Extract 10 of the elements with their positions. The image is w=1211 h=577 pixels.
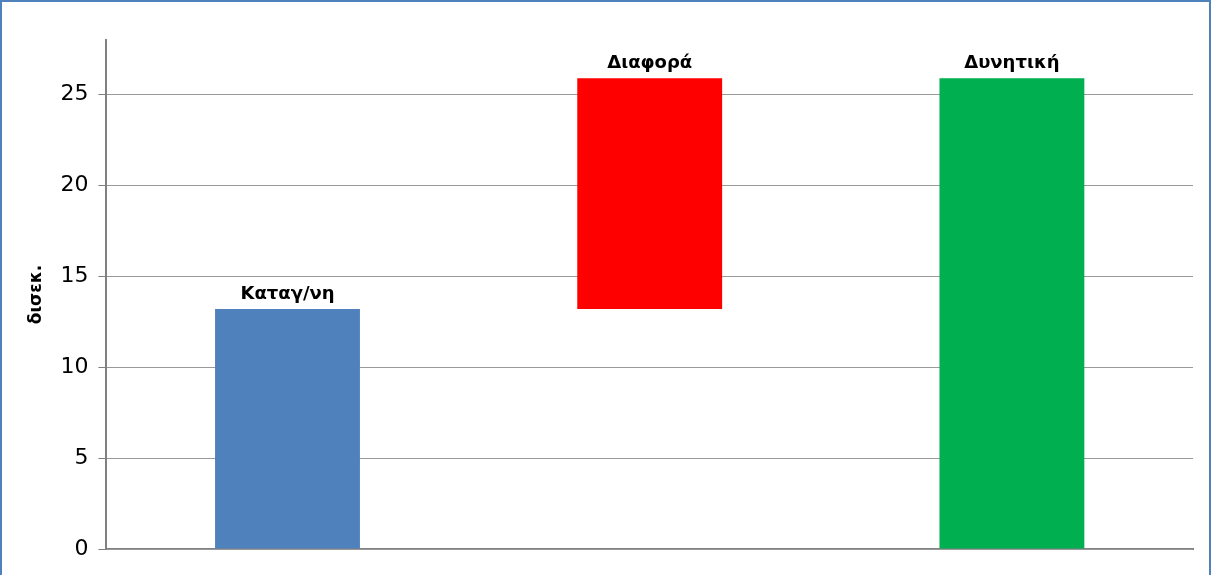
x-tick-label: Καταγ/νη (240, 281, 335, 303)
y-tick-label: 0 (74, 534, 89, 560)
y-tick-label: 5 (74, 443, 89, 469)
x-tick-label: Δυνητική (964, 50, 1060, 72)
y-axis-title: δισεκ. (24, 264, 45, 325)
y-tick-label: 15 (60, 262, 89, 288)
x-tick-label: Διαφορά (607, 50, 693, 72)
y-tick-label: 25 (60, 80, 89, 106)
y-tick-label: 10 (60, 352, 89, 378)
y-tick-label: 20 (60, 171, 89, 197)
